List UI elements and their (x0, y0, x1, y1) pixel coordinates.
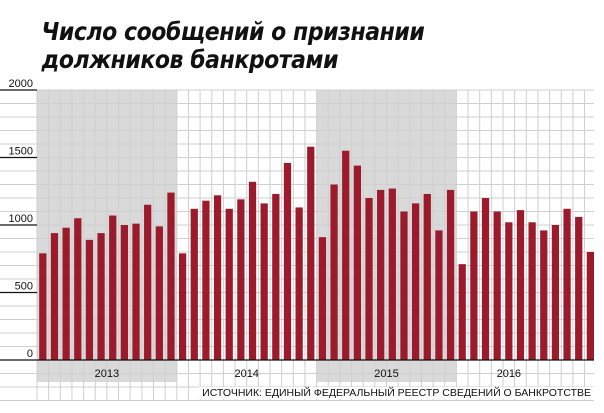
bar (62, 227, 70, 360)
bar (446, 189, 455, 360)
bar (85, 239, 94, 360)
bar (388, 188, 396, 360)
bar (50, 233, 59, 360)
bar (505, 222, 513, 360)
bar (540, 230, 548, 360)
bar (109, 215, 117, 360)
bar (551, 225, 560, 360)
year-label: 2014 (234, 368, 258, 380)
bar (225, 208, 233, 360)
bar (144, 204, 152, 360)
bar (272, 193, 280, 360)
bar (528, 222, 536, 360)
bar (516, 210, 525, 360)
source-note: ИСТОЧНИК: ЕДИНЫЙ ФЕДЕРАЛЬНЫЙ РЕЕСТР СВЕД… (199, 387, 594, 399)
y-tick-label: 0 (27, 348, 33, 360)
bar (39, 253, 47, 360)
bar (330, 184, 338, 360)
bar (179, 253, 187, 360)
chart-title: Число сообщений о признании должников ба… (38, 18, 537, 74)
bar (377, 189, 385, 360)
bar (423, 193, 431, 360)
y-tick-label: 2000 (9, 78, 33, 90)
bar (318, 237, 327, 360)
bar (342, 150, 350, 360)
bar (74, 218, 82, 360)
bar (190, 208, 198, 360)
bar (458, 264, 466, 360)
bar (470, 211, 478, 360)
bar (563, 208, 571, 360)
year-label: 2013 (95, 368, 119, 380)
year-label: 2016 (497, 368, 521, 380)
bar (481, 198, 490, 360)
bar (435, 230, 443, 360)
bar (295, 207, 303, 360)
bar (260, 203, 268, 360)
bar (155, 226, 163, 360)
bar (120, 225, 128, 360)
bar (400, 211, 408, 360)
bar (412, 203, 420, 360)
bar (132, 223, 140, 360)
bar (237, 199, 245, 360)
bar (493, 211, 501, 360)
bar (307, 146, 315, 360)
bar (586, 252, 594, 360)
bar (248, 181, 257, 360)
bar (365, 198, 373, 360)
year-label: 2015 (374, 368, 398, 380)
bar (213, 195, 222, 360)
y-tick-label: 1500 (9, 146, 33, 158)
bar (97, 233, 105, 360)
bar (202, 200, 210, 360)
y-tick-label: 500 (15, 281, 33, 293)
bar (283, 162, 292, 360)
bar (575, 216, 583, 360)
bar (353, 165, 361, 360)
bar (167, 192, 175, 360)
y-tick-label: 1000 (9, 213, 33, 225)
